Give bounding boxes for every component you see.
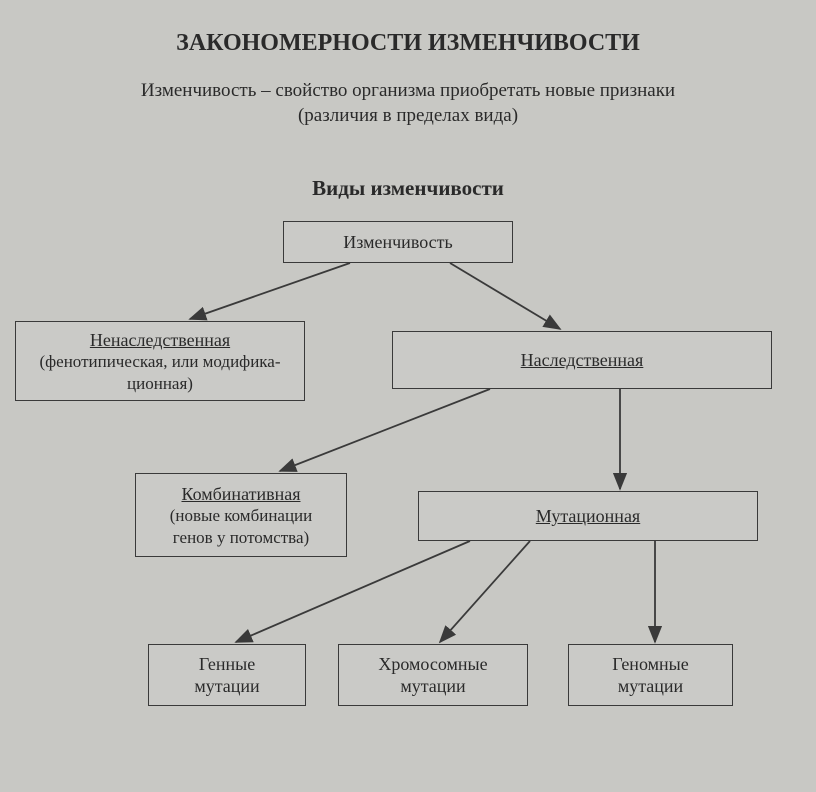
node-gene-line2: мутации — [194, 675, 259, 698]
node-combinative: Комбинативная (новые комбинациигенов у п… — [135, 473, 347, 557]
node-genome-line2: мутации — [618, 675, 683, 698]
definition-line2: (различия в пределах вида) — [298, 105, 518, 126]
node-gene-line1: Генные — [199, 653, 255, 676]
node-hereditary: Наследственная — [392, 331, 772, 389]
node-genome-mutations: Геномные мутации — [568, 644, 733, 706]
node-gene-mutations: Генные мутации — [148, 644, 306, 706]
node-root: Изменчивость — [283, 221, 513, 263]
node-hereditary-title: Наследственная — [521, 349, 644, 372]
node-non-hereditary: Ненаследственная (фенотипическая, или мо… — [15, 321, 305, 401]
definition-line1: Изменчивость – свойство организма приобр… — [141, 80, 675, 101]
flowchart-diagram: Изменчивость Ненаследственная (фенотипич… — [0, 201, 816, 761]
section-title: Виды изменчивости — [0, 176, 816, 201]
node-root-label: Изменчивость — [343, 231, 452, 254]
node-non-hereditary-title: Ненаследственная — [90, 329, 230, 352]
node-genome-line1: Геномные — [612, 653, 688, 676]
node-mutational: Мутационная — [418, 491, 758, 541]
node-chrom-line1: Хромосомные — [378, 653, 487, 676]
node-combinative-sub: (новые комбинациигенов у потомства) — [170, 505, 313, 548]
page-title: ЗАКОНОМЕРНОСТИ ИЗМЕНЧИВОСТИ — [0, 0, 816, 57]
node-combinative-title: Комбинативная — [181, 483, 300, 506]
node-mutational-title: Мутационная — [536, 505, 640, 528]
node-chromosome-mutations: Хромосомные мутации — [338, 644, 528, 706]
node-non-hereditary-sub: (фенотипическая, или модифика-ционная) — [39, 351, 280, 394]
definition-text: Изменчивость – свойство организма приобр… — [0, 79, 816, 128]
node-chrom-line2: мутации — [400, 675, 465, 698]
